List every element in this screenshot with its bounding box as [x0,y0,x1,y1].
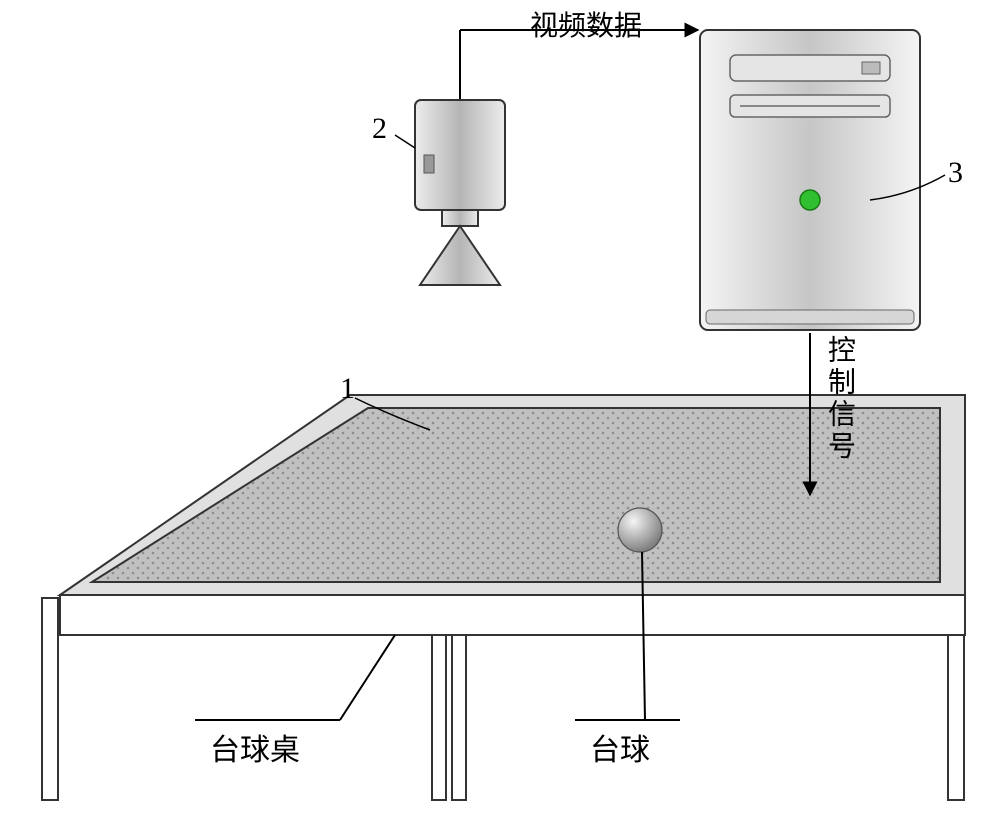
camera-number: 2 [372,112,387,146]
surface-number: 1 [340,372,355,406]
leader-table-label-2 [340,635,395,720]
ball-caption: 台球 [590,725,650,769]
pc-tower-icon [700,30,920,330]
pc-power-led [800,190,820,210]
diagram-root: 视频数据 控制信号 2 3 1 台球桌 台球 [0,0,1000,820]
pc-number: 3 [948,156,963,190]
billiard-ball [618,508,662,552]
table-caption: 台球桌 [210,725,300,769]
camera-icon [415,30,505,285]
video-data-label: 视频数据 [530,4,642,44]
control-signal-label: 控制信号 [820,335,860,463]
leader-line-2 [395,135,415,148]
